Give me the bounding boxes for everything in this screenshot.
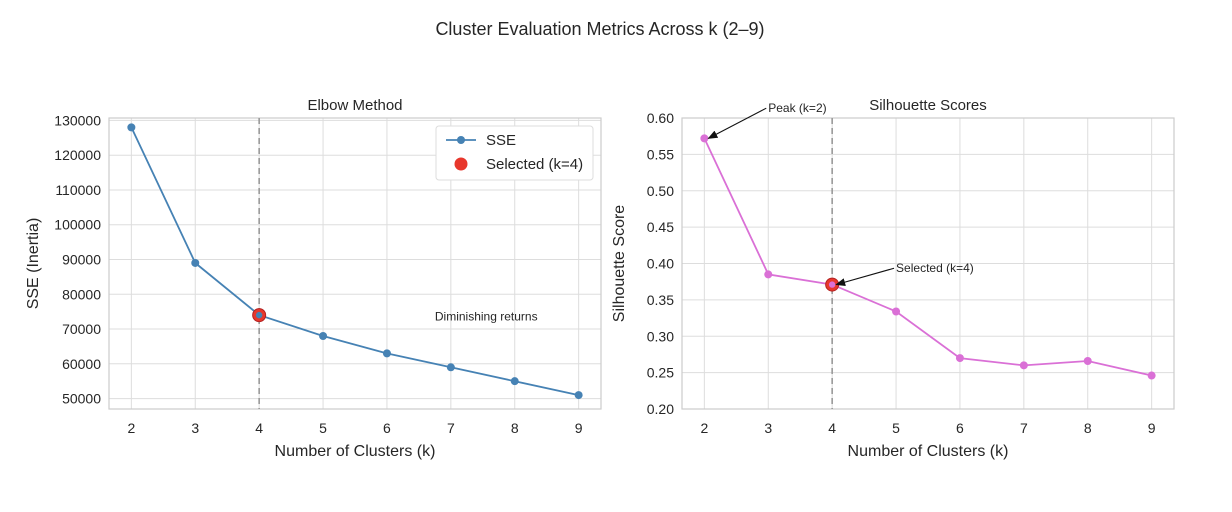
elbow-x-tick-label: 4 bbox=[255, 420, 263, 436]
elbow-y-tick-label: 80000 bbox=[62, 286, 101, 302]
silhouette-x-tick-label: 3 bbox=[764, 420, 772, 436]
elbow-y-tick-label: 50000 bbox=[62, 391, 101, 407]
elbow-x-tick-label: 8 bbox=[511, 420, 519, 436]
elbow-x-tick-label: 5 bbox=[319, 420, 327, 436]
silhouette-x-tick-label: 6 bbox=[956, 420, 964, 436]
elbow-data-point bbox=[510, 377, 519, 386]
elbow-x-tick-label: 2 bbox=[127, 420, 135, 436]
silhouette-data-point bbox=[955, 354, 964, 363]
silhouette-y-tick-label: 0.50 bbox=[647, 183, 674, 199]
silhouette-x-axis-label: Number of Clusters (k) bbox=[848, 443, 1009, 460]
elbow-title: Elbow Method bbox=[307, 97, 402, 114]
silhouette-y-axis-label: Silhouette Score bbox=[611, 205, 628, 323]
silhouette-x-tick-label: 5 bbox=[892, 420, 900, 436]
elbow-y-tick-label: 110000 bbox=[55, 182, 101, 198]
silhouette-data-point bbox=[892, 307, 901, 316]
elbow-x-tick-label: 7 bbox=[447, 420, 455, 436]
elbow-y-tick-label: 60000 bbox=[62, 356, 101, 372]
silhouette-annotation-text: Selected (k=4) bbox=[896, 261, 974, 275]
silhouette-x-tick-label: 4 bbox=[828, 420, 836, 436]
elbow-y-tick-label: 70000 bbox=[62, 321, 101, 337]
silhouette-axes-frame bbox=[681, 117, 1175, 410]
silhouette-annotation-text: Peak (k=2) bbox=[768, 101, 826, 115]
silhouette-data-point bbox=[764, 270, 773, 279]
elbow-x-tick-label: 6 bbox=[383, 420, 391, 436]
silhouette-y-tick-label: 0.45 bbox=[647, 219, 674, 235]
silhouette-series-line bbox=[703, 138, 1152, 377]
elbow-data-point bbox=[446, 363, 455, 372]
elbow-data-point bbox=[127, 123, 136, 132]
silhouette-x-tick-label: 8 bbox=[1084, 420, 1092, 436]
elbow-x-axis-label: Number of Clusters (k) bbox=[275, 443, 436, 460]
silhouette-x-tick-label: 7 bbox=[1020, 420, 1028, 436]
elbow-data-point bbox=[191, 258, 200, 267]
legend-sse-label: SSE bbox=[486, 132, 516, 149]
silhouette-y-tick-label: 0.35 bbox=[647, 292, 674, 308]
silhouette-y-tick-label: 0.60 bbox=[647, 110, 674, 126]
figure-title: Cluster Evaluation Metrics Across k (2–9… bbox=[435, 19, 765, 39]
legend-selected-swatch bbox=[454, 157, 468, 171]
silhouette-x-tick-label: 2 bbox=[700, 420, 708, 436]
elbow-y-axis-label: SSE (Inertia) bbox=[25, 218, 42, 310]
elbow-axes-frame bbox=[108, 117, 602, 410]
elbow-y-tick-label: 90000 bbox=[62, 252, 101, 268]
silhouette-data-point bbox=[700, 134, 709, 143]
silhouette-data-point bbox=[1019, 361, 1028, 370]
silhouette-title: Silhouette Scores bbox=[869, 97, 987, 114]
silhouette-data-point bbox=[1083, 356, 1092, 365]
silhouette-annotation-arrow bbox=[707, 107, 767, 139]
legend-sse-marker-swatch bbox=[457, 136, 465, 144]
elbow-x-tick-label: 3 bbox=[191, 420, 199, 436]
silhouette-y-tick-label: 0.30 bbox=[647, 328, 674, 344]
elbow-selected-point bbox=[255, 311, 263, 319]
silhouette-y-tick-label: 0.20 bbox=[647, 401, 674, 417]
elbow-annotation-text: Diminishing returns bbox=[435, 309, 538, 323]
elbow-data-point bbox=[319, 331, 328, 340]
silhouette-annotation-arrow bbox=[835, 267, 895, 286]
legend-selected-label: Selected (k=4) bbox=[486, 156, 583, 173]
silhouette-selected-point bbox=[828, 281, 836, 288]
silhouette-y-tick-label: 0.55 bbox=[647, 146, 674, 162]
elbow-x-tick-label: 9 bbox=[575, 420, 583, 436]
silhouette-data-point bbox=[1147, 371, 1156, 380]
silhouette-x-tick-label: 9 bbox=[1148, 420, 1156, 436]
elbow-y-tick-label: 130000 bbox=[54, 112, 101, 128]
silhouette-y-tick-label: 0.25 bbox=[647, 365, 674, 381]
elbow-y-tick-label: 100000 bbox=[54, 217, 101, 233]
elbow-y-tick-label: 120000 bbox=[54, 147, 101, 163]
silhouette-y-tick-label: 0.40 bbox=[647, 256, 674, 272]
elbow-data-point bbox=[574, 391, 583, 400]
elbow-data-point bbox=[382, 349, 391, 358]
elbow-series-line bbox=[130, 127, 579, 396]
